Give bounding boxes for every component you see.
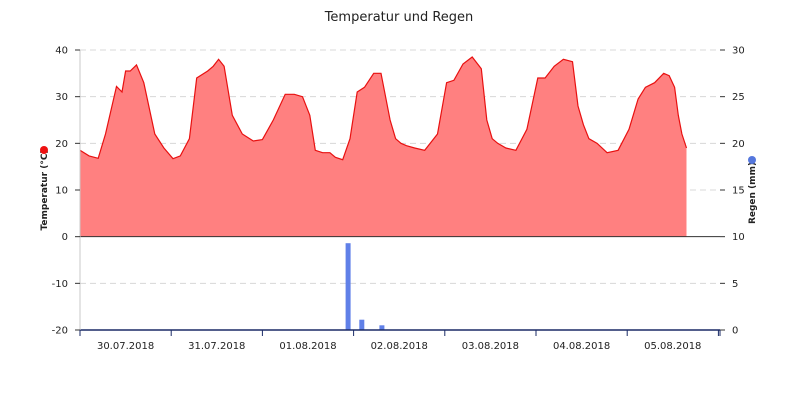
left-tick-label: 0 [62,232,68,243]
rain-bars-layer [345,243,385,330]
temperature-line [79,56,688,161]
axes-layer [75,49,725,331]
temperature-area-layer [79,56,688,237]
right-axis-ticks: 30 25 20 15 10 5 0 [732,46,745,337]
temperature-legend-marker [40,146,48,154]
left-axis-title: Temperatur (°C) [40,149,50,230]
rain-bar [379,325,385,330]
left-tick-label: -20 [52,326,68,337]
right-tick-label: 5 [732,279,738,290]
right-tick-label: 30 [732,46,745,57]
x-tick-label: 04.08.2018 [553,341,610,352]
rain-bar [359,319,365,330]
right-tick-label: 10 [732,232,745,243]
rain-legend-marker [748,156,756,164]
x-tick-label: 01.08.2018 [279,341,336,352]
left-tick-label: 40 [55,46,68,57]
left-axis-ticks: 40 30 20 10 0 -10 -20 [52,46,68,337]
x-tick-label: 05.08.2018 [644,341,701,352]
x-tick-label: 02.08.2018 [371,341,428,352]
chart-title: Temperatur und Regen [324,10,474,25]
rain-bar [345,243,351,330]
x-tick-label: 30.07.2018 [97,341,154,352]
x-tick-label: 31.07.2018 [188,341,245,352]
x-tick-label: 03.08.2018 [462,341,519,352]
temperature-area [80,57,687,237]
right-tick-label: 0 [732,326,738,337]
left-tick-label: -10 [52,279,68,290]
right-tick-label: 20 [732,139,745,150]
x-axis-ticks: 30.07.2018 31.07.2018 01.08.2018 02.08.2018… [79,330,721,352]
left-tick-label: 10 [55,186,68,197]
right-tick-label: 25 [732,92,745,103]
left-tick-label: 30 [55,92,68,103]
left-tick-label: 20 [55,139,68,150]
right-axis-title: Regen (mm) [748,162,758,224]
right-tick-label: 15 [732,186,745,197]
